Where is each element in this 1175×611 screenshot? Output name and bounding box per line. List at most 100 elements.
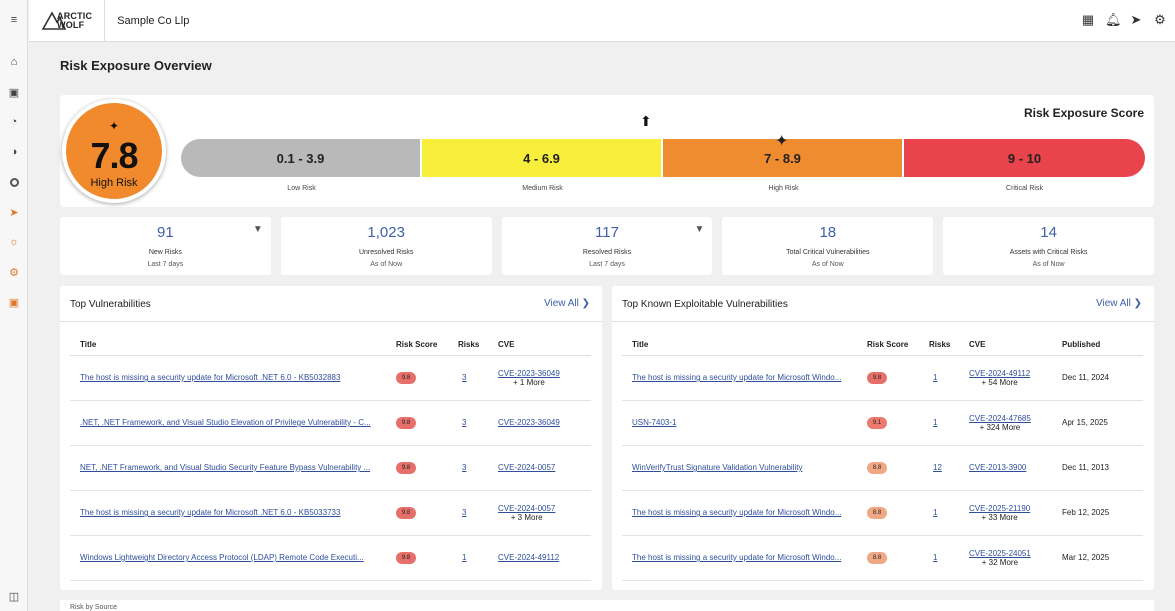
- cve-more-count[interactable]: + 33 More: [981, 512, 1018, 522]
- table-row[interactable]: The host is missing a security update fo…: [622, 490, 1143, 536]
- range-segment-low: 0.1 - 3.9: [181, 139, 422, 177]
- table-row[interactable]: .NET, .NET Framework, and Visual Studio …: [70, 400, 591, 446]
- view-all-link[interactable]: View All ❯: [1095, 298, 1142, 309]
- left-nav-rail: ≡ ⌂ ▣ ◔ ◑ ➤ ☼ ⚙ ▣ ◫: [0, 0, 28, 611]
- menu-expand-icon[interactable]: ≡: [10, 14, 18, 26]
- org-name[interactable]: Sample Co Llp: [117, 14, 190, 27]
- gear-icon[interactable]: ⚙: [1154, 12, 1166, 27]
- vulnerability-title-link[interactable]: The host is missing a security update fo…: [622, 355, 867, 401]
- speedometer-icon[interactable]: ◔: [10, 116, 18, 128]
- risks-count-link[interactable]: 12: [929, 445, 969, 491]
- column-header[interactable]: CVE: [969, 334, 1062, 356]
- risks-count-link[interactable]: 3: [458, 355, 498, 401]
- mouse-cursor-icon: ⬆: [640, 113, 652, 129]
- send-icon[interactable]: ➤: [1130, 12, 1142, 27]
- table-row[interactable]: NET, .NET Framework, and Visual Studio S…: [70, 445, 591, 491]
- vulnerability-title-link[interactable]: WinVerifyTrust Signature Validation Vuln…: [622, 445, 867, 491]
- vulnerability-title-link[interactable]: NET, .NET Framework, and Visual Studio S…: [70, 445, 396, 491]
- risks-count-link[interactable]: 1: [929, 535, 969, 581]
- stat-card-critical-vulns[interactable]: 18 Total Critical Vulnerabilities As of …: [722, 217, 934, 275]
- table-row[interactable]: The host is missing a security update fo…: [70, 355, 591, 401]
- cve-cell: CVE-2025-24051 + 32 More: [969, 535, 1062, 581]
- shield-icon[interactable]: ◑: [10, 146, 18, 158]
- cve-link[interactable]: CVE-2024-49112: [969, 368, 1031, 378]
- column-header[interactable]: Risks: [929, 334, 969, 356]
- risks-count-link[interactable]: 1: [458, 535, 498, 581]
- table-row[interactable]: The host is missing a security update fo…: [622, 355, 1143, 401]
- score-marker-icon: ✦: [775, 133, 789, 150]
- sun-icon[interactable]: ☼: [8, 236, 20, 248]
- column-header[interactable]: Published: [1062, 334, 1143, 356]
- vulnerability-title-link[interactable]: The host is missing a security update fo…: [70, 355, 396, 401]
- briefcase-icon[interactable]: ▣: [8, 86, 20, 99]
- stat-value: 91: [157, 224, 174, 241]
- cve-more-count[interactable]: + 54 More: [981, 377, 1018, 387]
- bell-icon[interactable]: 🔔︎: [1105, 12, 1122, 27]
- stat-value: 14: [1040, 224, 1057, 241]
- stat-card-new-risks[interactable]: 91 ▼ New Risks Last 7 days: [60, 217, 271, 275]
- cve-link[interactable]: CVE-2025-21190: [969, 503, 1031, 513]
- vulnerability-title-link[interactable]: Windows Lightweight Directory Access Pro…: [70, 535, 396, 581]
- vulnerability-title-link[interactable]: USN-7403-1: [622, 400, 867, 446]
- published-date: Mar 12, 2025: [1062, 535, 1143, 581]
- risks-count-link[interactable]: 3: [458, 400, 498, 446]
- table-row[interactable]: The host is missing a security update fo…: [622, 535, 1143, 581]
- send-icon[interactable]: ➤: [9, 206, 19, 219]
- risk-exposure-score-card: ✦ 7.8 High Risk Risk Exposure Score 0.1 …: [60, 95, 1154, 207]
- filter-icon[interactable]: ▼: [694, 224, 705, 235]
- column-header[interactable]: CVE: [498, 334, 591, 356]
- cve-link[interactable]: CVE-2013-3900: [969, 463, 1027, 472]
- filter-icon[interactable]: ▼: [252, 224, 263, 235]
- target-icon[interactable]: [4, 172, 24, 192]
- home-icon[interactable]: ⌂: [10, 56, 18, 68]
- vulnerability-title-link[interactable]: .NET, .NET Framework, and Visual Studio …: [70, 400, 396, 446]
- risk-score-badge: 8.8: [867, 461, 887, 474]
- sidebar-toggle-icon[interactable]: ◫: [8, 590, 20, 603]
- cve-link[interactable]: CVE-2024-0057: [498, 463, 556, 472]
- cve-link[interactable]: CVE-2024-47685: [969, 413, 1031, 423]
- focus-icon[interactable]: ▣: [8, 296, 20, 309]
- cve-link[interactable]: CVE-2024-0057: [498, 503, 556, 513]
- risks-count-link[interactable]: 1: [929, 355, 969, 401]
- cve-more-count[interactable]: + 324 More: [979, 422, 1021, 432]
- risk-range-bar: 0.1 - 3.9 4 - 6.9 7 - 8.9 9 - 10: [181, 139, 1145, 177]
- header-icons: ▦ 🔔︎ ➤ ⚙: [1081, 13, 1167, 27]
- cve-more-count[interactable]: + 1 More: [513, 377, 545, 387]
- vulnerability-title-link[interactable]: The host is missing a security update fo…: [622, 535, 867, 581]
- cve-link[interactable]: CVE-2023-36049: [498, 418, 560, 427]
- risk-score-badge: 9.8: [867, 371, 887, 384]
- vulnerability-title-link[interactable]: The host is missing a security update fo…: [622, 490, 867, 536]
- risks-count-link[interactable]: 3: [458, 490, 498, 536]
- gear-icon[interactable]: ⚙: [9, 266, 19, 279]
- risks-count-link[interactable]: 1: [929, 490, 969, 536]
- risks-count-link[interactable]: 1: [929, 400, 969, 446]
- stat-card-assets-critical[interactable]: 14 Assets with Critical Risks As of Now: [943, 217, 1154, 275]
- table-row[interactable]: The host is missing a security update fo…: [70, 490, 591, 536]
- risk-score-badge: 9.8: [396, 506, 416, 519]
- apps-grid-icon[interactable]: ▦: [1081, 12, 1095, 27]
- sparkle-icon: ✦: [108, 119, 120, 133]
- column-header[interactable]: Risks: [458, 334, 498, 356]
- cve-more-count[interactable]: + 3 More: [510, 512, 543, 522]
- column-header[interactable]: Title: [70, 334, 396, 356]
- column-header[interactable]: Risk Score: [396, 334, 458, 356]
- cve-link[interactable]: CVE-2023-36049: [498, 368, 560, 378]
- table-row[interactable]: Windows Lightweight Directory Access Pro…: [70, 535, 591, 581]
- column-header[interactable]: Title: [622, 334, 867, 356]
- column-header[interactable]: Risk Score: [867, 334, 929, 356]
- table-row[interactable]: USN-7403-1 9.1 1 CVE-2024-47685 + 324 More Ap…: [622, 400, 1143, 446]
- arctic-wolf-logo[interactable]: ARCTIC WOLF: [41, 0, 106, 42]
- top-vulnerabilities-table: Title Risk Score Risks CVE The host is m…: [70, 334, 591, 581]
- table-row[interactable]: WinVerifyTrust Signature Validation Vuln…: [622, 445, 1143, 491]
- view-all-link[interactable]: View All ❯: [543, 298, 590, 309]
- cve-link[interactable]: CVE-2024-49112: [498, 553, 560, 562]
- vulnerability-title-link[interactable]: The host is missing a security update fo…: [70, 490, 396, 536]
- stat-card-unresolved-risks[interactable]: 1,023 Unresolved Risks As of Now: [280, 217, 492, 275]
- risk-score-value: 7.8: [90, 135, 138, 176]
- range-label-high: High Risk: [768, 185, 799, 192]
- stat-card-resolved-risks[interactable]: 117 ▼ Resolved Risks Last 7 days: [501, 217, 713, 275]
- cve-cell: CVE-2024-49112 + 54 More: [969, 355, 1062, 401]
- cve-more-count[interactable]: + 32 More: [981, 557, 1019, 567]
- risks-count-link[interactable]: 3: [458, 445, 498, 491]
- cve-link[interactable]: CVE-2025-24051: [969, 548, 1031, 558]
